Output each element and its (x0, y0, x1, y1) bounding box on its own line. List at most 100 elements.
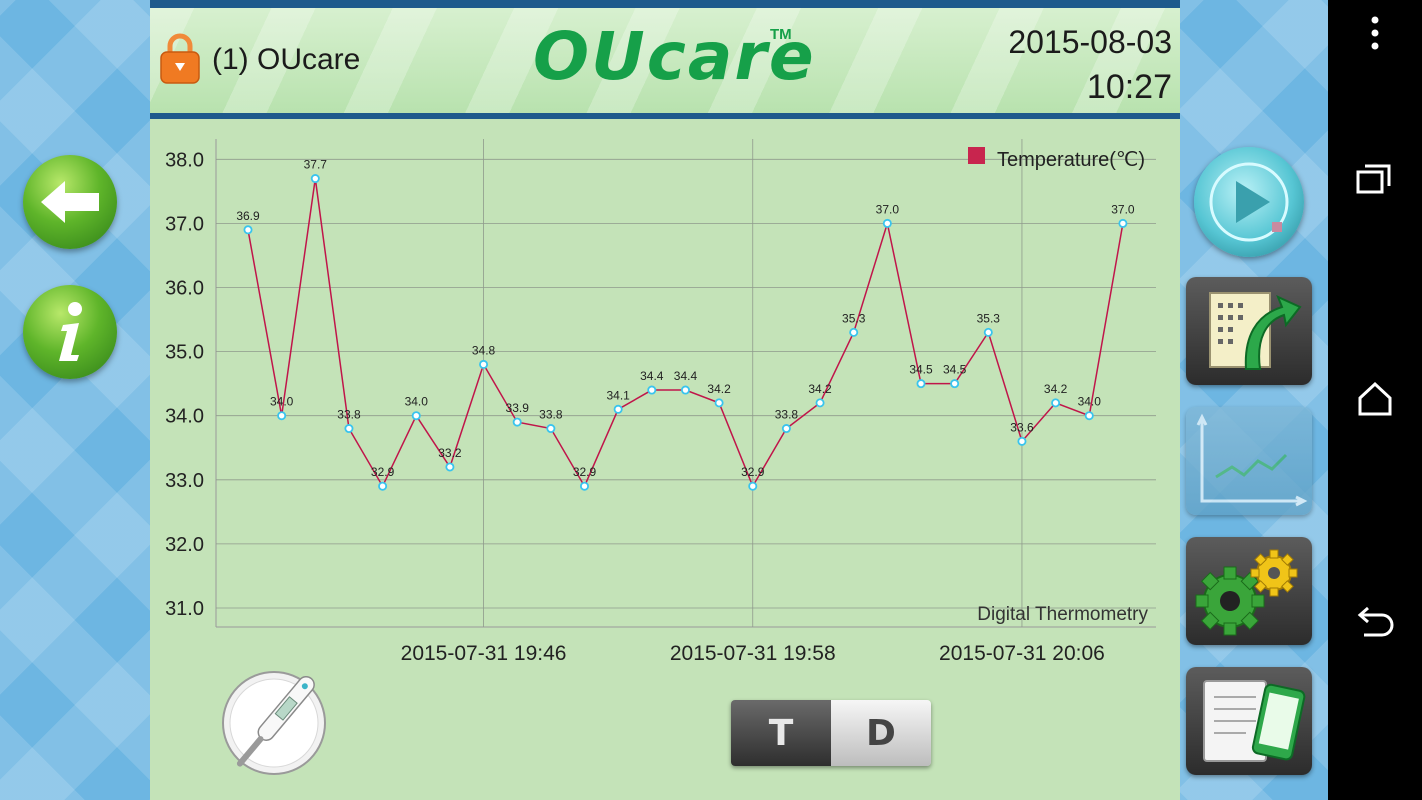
data-point (714, 398, 724, 408)
data-point (613, 404, 623, 414)
data-label: 33.8 (539, 408, 563, 422)
current-date: 2015-08-03 (1008, 24, 1172, 60)
system-nav-bar (1328, 0, 1422, 800)
home-icon[interactable] (1356, 380, 1394, 418)
data-point (1118, 218, 1128, 228)
play-icon (1209, 162, 1289, 242)
x-tick-label: 2015-07-31 20:06 (939, 642, 1105, 665)
data-label: 34.2 (1044, 382, 1068, 396)
data-point (983, 327, 993, 337)
data-point (916, 379, 926, 389)
info-button[interactable] (23, 285, 117, 379)
y-tick-label: 32.0 (165, 534, 204, 556)
data-point (647, 385, 657, 395)
legend-swatch (968, 147, 985, 164)
gears-icon (1195, 549, 1298, 636)
info-icon (59, 302, 82, 361)
data-label: 37.0 (1111, 202, 1135, 216)
data-point (950, 379, 960, 389)
data-label: 33.6 (1010, 420, 1034, 434)
toggle-t-button[interactable]: T (731, 700, 831, 766)
data-label: 34.5 (943, 363, 967, 377)
y-tick-label: 34.0 (165, 406, 204, 428)
export-button[interactable] (1186, 277, 1312, 385)
line-chart-icon (1196, 413, 1308, 507)
data-point (344, 424, 354, 434)
app-header: (1) OUcare OUcare TM 2015-08-03 10:27 (150, 0, 1180, 119)
x-tick-label: 2015-07-31 19:58 (670, 642, 836, 665)
data-label: 34.4 (674, 369, 698, 383)
data-label: 34.1 (606, 388, 630, 402)
recent-apps-icon[interactable] (1355, 160, 1395, 196)
y-tick-label: 33.0 (165, 470, 204, 492)
data-label: 37.7 (304, 158, 328, 172)
data-point (579, 481, 589, 491)
device-name: (1) OUcare (212, 43, 361, 76)
y-tick-label: 35.0 (165, 342, 204, 364)
y-tick-label: 36.0 (165, 278, 204, 300)
data-label: 33.9 (506, 401, 530, 415)
arrow-left-icon (41, 181, 99, 223)
data-point (512, 417, 522, 427)
chart-panel: 31.0 32.0 33.0 34.0 35.0 36.0 37.0 38.0 2015-07-… (150, 119, 1180, 800)
data-point (546, 424, 556, 434)
data-label: 32.9 (573, 465, 597, 479)
chart-button[interactable] (1186, 407, 1312, 515)
data-label: 33.8 (337, 408, 361, 422)
thermometer-icon[interactable] (220, 669, 328, 777)
data-point (849, 327, 859, 337)
y-tick-label: 38.0 (165, 149, 204, 171)
legend-label: Temperature(℃) (997, 149, 1145, 171)
data-point (277, 411, 287, 421)
temperature-chart: 31.0 32.0 33.0 34.0 35.0 36.0 37.0 38.0 2015-07-… (165, 139, 1156, 665)
data-label: 34.0 (270, 395, 294, 409)
data-point (411, 411, 421, 421)
data-point (1017, 436, 1027, 446)
data-point (1084, 411, 1094, 421)
data-label: 34.2 (707, 382, 731, 396)
data-point (479, 359, 489, 369)
data-point (680, 385, 690, 395)
back-icon[interactable] (1356, 602, 1396, 640)
x-tick-label: 2015-07-31 19:46 (401, 642, 567, 665)
toggle-d-button[interactable]: D (831, 700, 931, 766)
data-label: 37.0 (876, 202, 900, 216)
current-time: 10:27 (1086, 68, 1172, 106)
data-label: 34.8 (472, 343, 496, 357)
settings-button[interactable] (1186, 537, 1312, 645)
notes-button[interactable] (1186, 667, 1312, 775)
play-button[interactable] (1194, 147, 1304, 257)
more-vert-icon[interactable] (1366, 14, 1384, 52)
y-tick-label: 31.0 (165, 598, 204, 620)
data-label: 34.0 (405, 395, 429, 409)
y-tick-label: 37.0 (165, 213, 204, 235)
data-label: 32.9 (741, 465, 765, 479)
back-button[interactable] (23, 155, 117, 249)
data-point (243, 225, 253, 235)
mode-toggle: T D (731, 700, 931, 766)
lock-icon[interactable] (159, 32, 201, 84)
data-label: 36.9 (236, 209, 260, 223)
data-label: 33.8 (775, 408, 799, 422)
data-label: 34.5 (909, 363, 933, 377)
chart-watermark: Digital Thermometry (977, 604, 1148, 625)
data-label: 34.4 (640, 369, 664, 383)
data-label: 34.2 (808, 382, 832, 396)
data-point (310, 174, 320, 184)
data-label: 32.9 (371, 465, 395, 479)
data-point (815, 398, 825, 408)
data-label: 35.3 (977, 311, 1001, 325)
document-phone-icon (1203, 680, 1306, 762)
data-point (445, 462, 455, 472)
app-logo: OUcare (533, 18, 816, 95)
data-label: 33.2 (438, 446, 462, 460)
data-label: 34.0 (1078, 395, 1102, 409)
export-data-icon (1209, 292, 1302, 370)
data-point (882, 218, 892, 228)
logo-trademark: TM (770, 26, 792, 43)
data-label: 35.3 (842, 311, 866, 325)
data-point (1051, 398, 1061, 408)
data-point (748, 481, 758, 491)
data-point (378, 481, 388, 491)
data-point (781, 424, 791, 434)
